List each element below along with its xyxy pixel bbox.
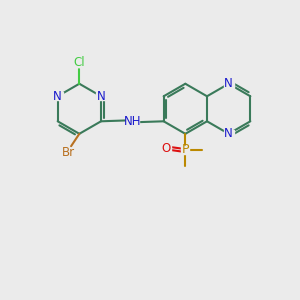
Bar <box>224 80 234 88</box>
Bar <box>96 92 106 100</box>
Bar <box>162 144 171 153</box>
Bar <box>61 148 75 157</box>
Text: Br: Br <box>61 146 75 159</box>
Text: N: N <box>224 127 233 140</box>
Text: N: N <box>53 90 62 103</box>
Text: Cl: Cl <box>74 56 85 69</box>
Text: N: N <box>224 77 233 90</box>
Bar <box>126 117 139 126</box>
Bar <box>224 130 234 138</box>
Text: NH: NH <box>124 115 141 128</box>
Text: O: O <box>162 142 171 155</box>
Bar <box>52 92 63 100</box>
Bar <box>181 146 190 154</box>
Text: P: P <box>182 143 189 157</box>
Text: N: N <box>97 90 105 103</box>
Bar <box>74 58 85 67</box>
